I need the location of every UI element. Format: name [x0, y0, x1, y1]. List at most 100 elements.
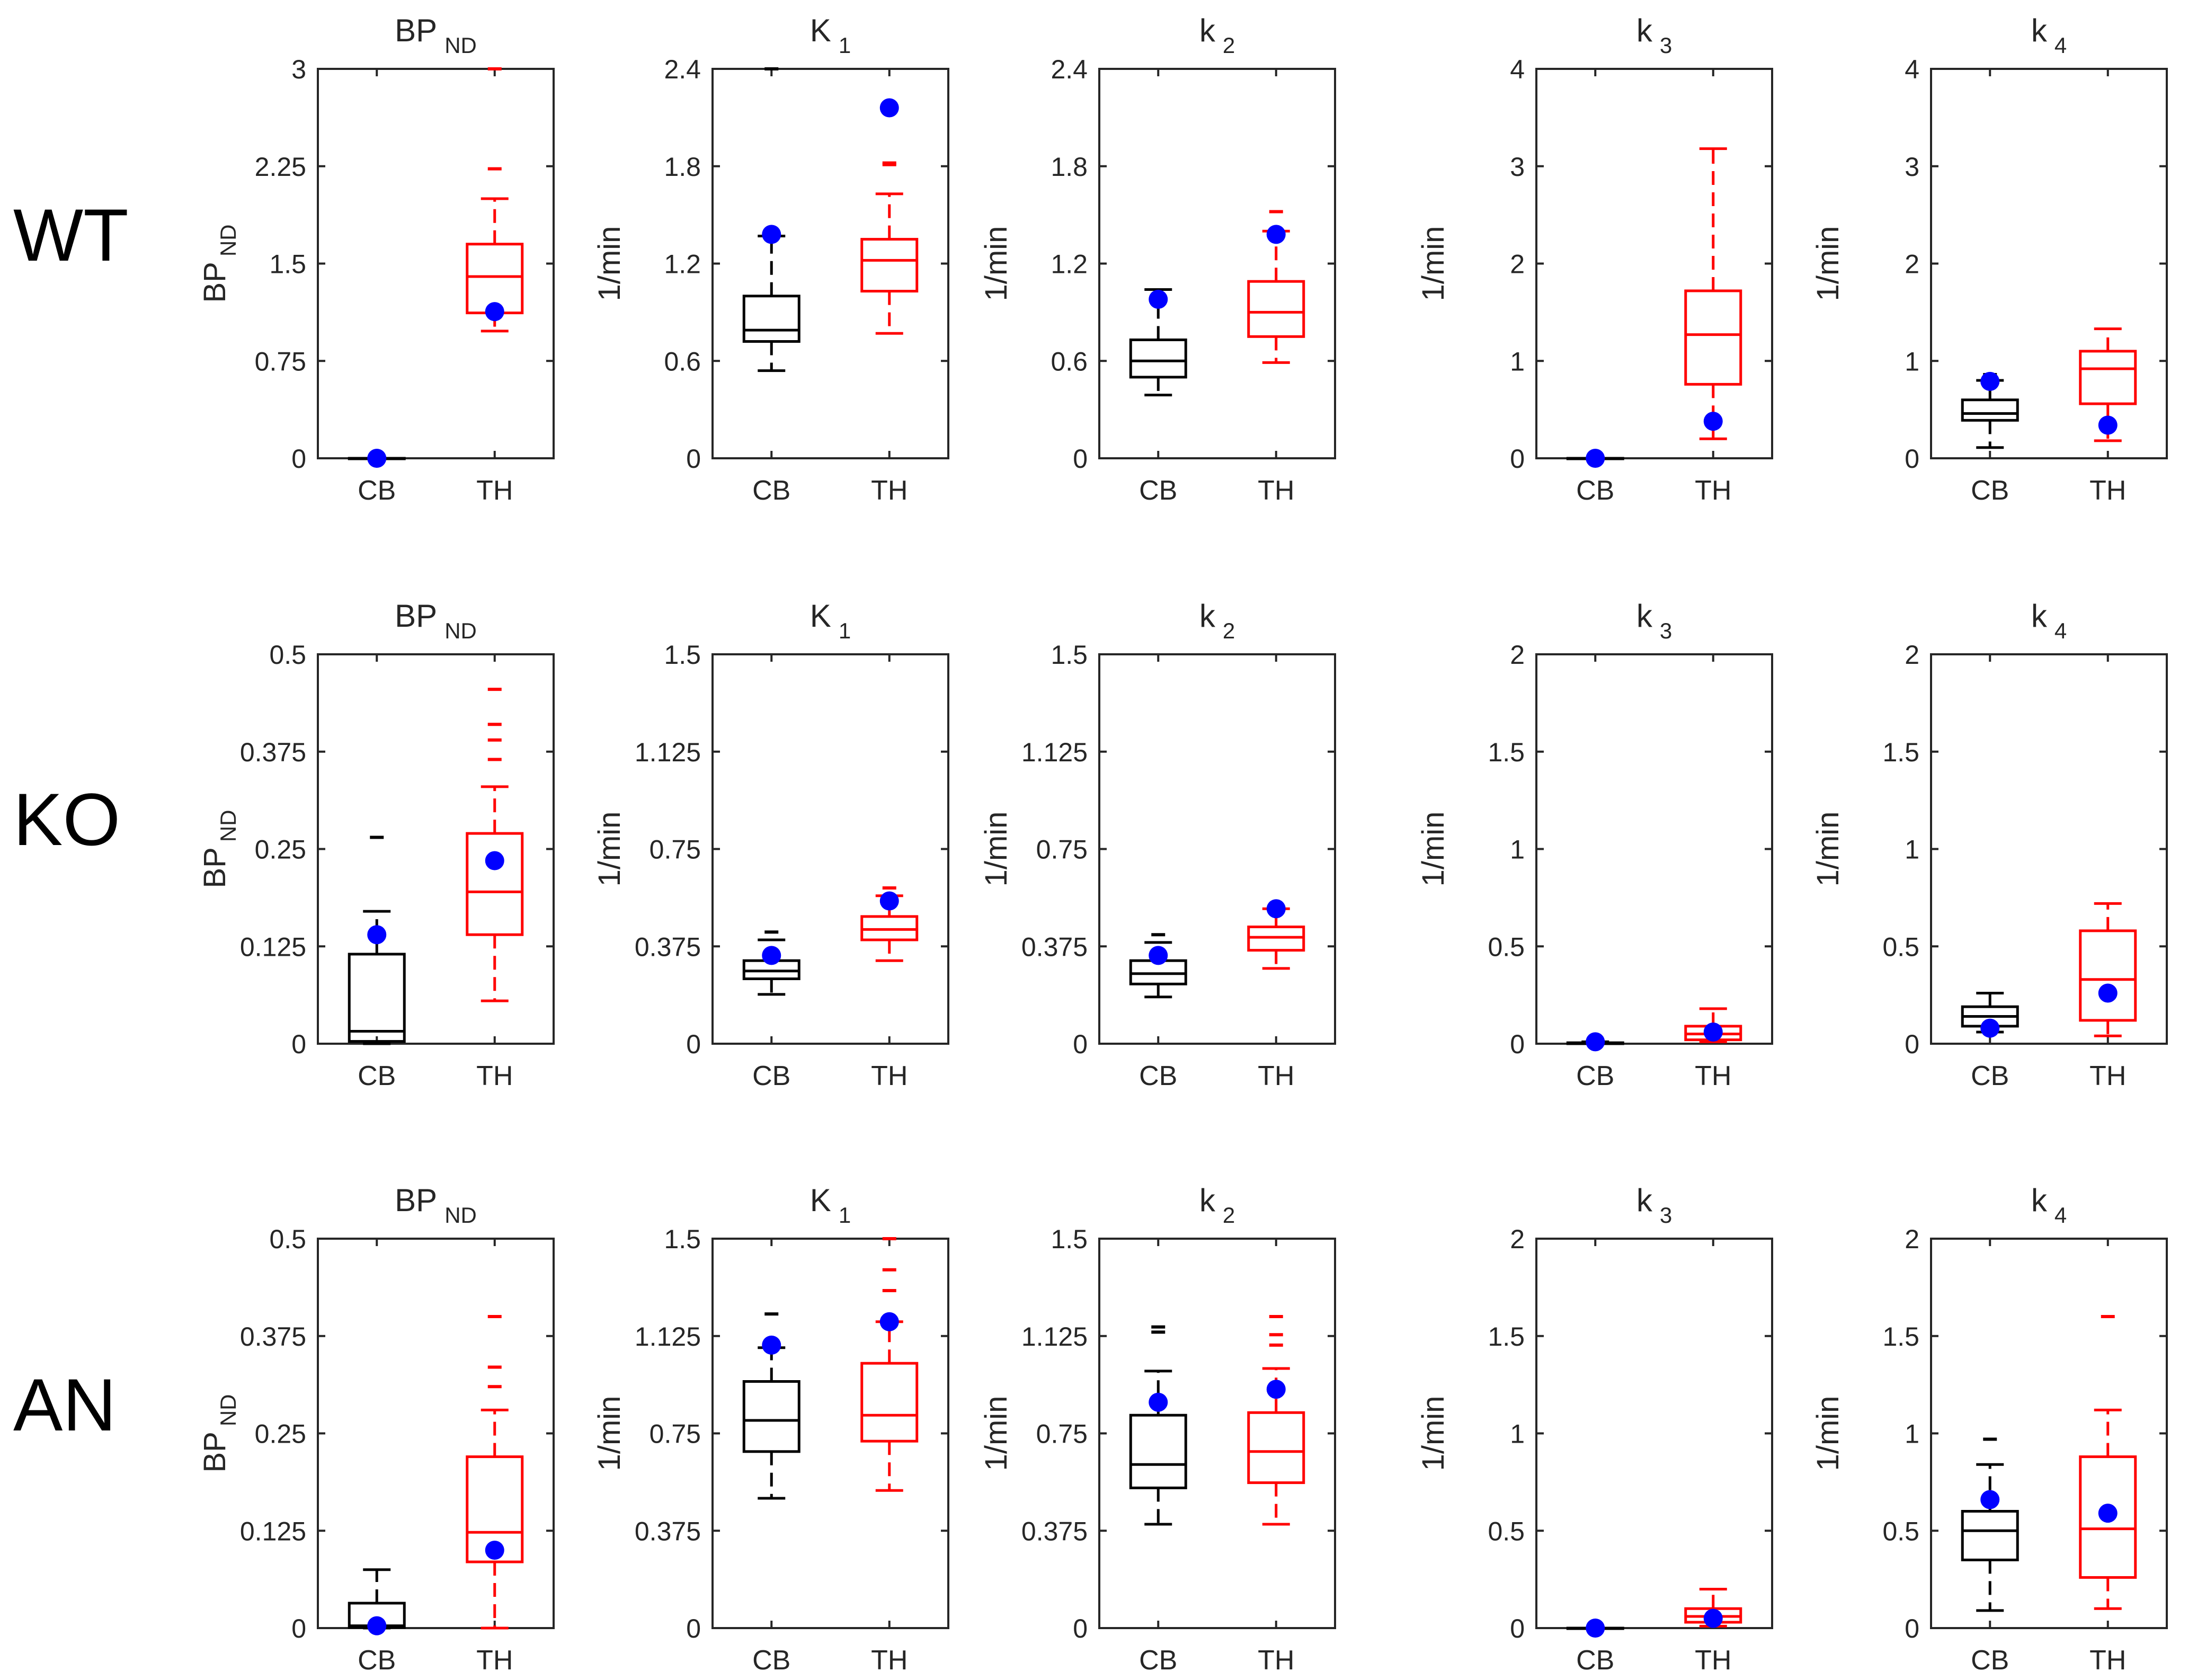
- box-th: [1247, 210, 1305, 364]
- data-point: [367, 1616, 387, 1635]
- y-tick-label: 1.8: [1051, 152, 1088, 182]
- y-tick-label: 0.75: [255, 346, 306, 376]
- box-iqr: [742, 295, 800, 343]
- x-tick-label-th: TH: [2089, 1645, 2126, 1676]
- x-tick-label-th: TH: [2089, 1061, 2126, 1091]
- axes-frame: [1535, 1238, 1773, 1629]
- data-point: [762, 1335, 781, 1355]
- y-tick-label: 1: [1510, 835, 1525, 865]
- y-tick-label: 1.5: [1051, 640, 1088, 670]
- y-tick-label: 0: [1905, 444, 1919, 474]
- y-tick-label: 1: [1510, 1419, 1525, 1449]
- y-axis-label: 1/min: [979, 226, 1013, 301]
- axes-frame: [1098, 68, 1336, 459]
- box-cb: [1129, 933, 1187, 999]
- box-iqr: [860, 1362, 919, 1443]
- x-tick-label-cb: CB: [1576, 475, 1614, 506]
- y-axis-label: BPND: [198, 1394, 241, 1472]
- x-tick-label-cb: CB: [1139, 475, 1177, 506]
- y-tick-label: 1: [1905, 1419, 1919, 1449]
- axes-frame: [711, 68, 949, 459]
- box-iqr: [466, 1455, 524, 1563]
- y-tick-label: 1.5: [664, 640, 701, 670]
- box-th: [860, 886, 919, 962]
- box-iqr: [1247, 280, 1305, 338]
- x-tick-label-th: TH: [476, 1645, 513, 1676]
- panel-ko-bpnd: 0 0.125 0.25 0.375 0.5 CB TH BP ND BPND: [198, 598, 555, 1091]
- box-iqr: [466, 832, 524, 936]
- y-tick-label: 0: [1905, 1614, 1919, 1643]
- y-axis-label: 1/min: [592, 812, 627, 887]
- x-tick-label-cb: CB: [1139, 1645, 1177, 1676]
- x-tick-label-th: TH: [1695, 1645, 1731, 1676]
- axes-frame: [1930, 653, 2168, 1045]
- y-tick-label: 0.5: [1882, 1516, 1919, 1546]
- x-tick-label-cb: CB: [1971, 1061, 2009, 1091]
- y-tick-label: 0: [291, 1029, 306, 1059]
- axes-frame: [711, 653, 949, 1045]
- y-axis-label: 1/min: [592, 226, 627, 301]
- data-point: [1266, 225, 1286, 244]
- y-tick-label: 0.25: [255, 1419, 306, 1449]
- y-tick-label: 1.5: [1882, 737, 1919, 767]
- box-th: [466, 67, 524, 333]
- axes-frame: [317, 68, 555, 459]
- x-tick-label-th: TH: [871, 1061, 908, 1091]
- y-axis-label: 1/min: [1811, 812, 1845, 887]
- x-tick-label-cb: CB: [752, 1645, 790, 1676]
- axes-frame: [1930, 1238, 2168, 1629]
- data-point: [762, 225, 781, 244]
- box-cb: [742, 67, 800, 372]
- y-tick-label: 3: [291, 55, 306, 84]
- box-iqr: [1961, 398, 2019, 422]
- panel-wt-k3: 0 1 2 3 4 CB TH k 3 1/min: [1416, 13, 1773, 506]
- y-tick-label: 3: [1510, 152, 1525, 182]
- data-point: [879, 1312, 899, 1331]
- axes-frame: [711, 1238, 949, 1629]
- box-cb: [742, 1312, 800, 1500]
- data-point: [367, 925, 387, 945]
- box-iqr: [860, 238, 919, 293]
- y-tick-label: 0.5: [1488, 932, 1525, 962]
- box-iqr: [2079, 1455, 2137, 1579]
- panel-wt-bpnd: 0 0.75 1.5 2.25 3 CB TH BP ND BPND: [198, 13, 555, 506]
- x-tick-label-cb: CB: [1576, 1061, 1614, 1091]
- x-tick-label-th: TH: [1695, 475, 1731, 506]
- y-tick-label: 0: [291, 444, 306, 474]
- y-tick-label: 0: [1510, 1029, 1525, 1059]
- panel-title: BP ND: [395, 1183, 477, 1228]
- panel-title: BP ND: [395, 13, 477, 58]
- y-tick-label: 4: [1905, 55, 1919, 84]
- box-iqr: [1247, 1411, 1305, 1485]
- panel-ko-k1: 0 0.375 0.75 1.125 1.5 CB TH K 1 1/min: [592, 598, 949, 1091]
- box-iqr: [1684, 289, 1742, 386]
- x-tick-label-cb: CB: [1576, 1645, 1614, 1676]
- box-th: [860, 1237, 919, 1492]
- x-tick-label-th: TH: [2089, 475, 2126, 506]
- box-cb: [1566, 1619, 1624, 1638]
- x-tick-label-cb: CB: [358, 1061, 396, 1091]
- axes-frame: [1535, 653, 1773, 1045]
- box-cb: [348, 835, 406, 1045]
- y-tick-label: 1.125: [635, 737, 701, 767]
- box-th: [2079, 1315, 2137, 1610]
- panel-ko-k4: 0 0.5 1 1.5 2 CB TH k 4 1/min: [1811, 598, 2168, 1091]
- box-cb: [348, 1568, 406, 1635]
- box-iqr: [742, 1380, 800, 1453]
- y-tick-label: 0.375: [1021, 932, 1088, 962]
- data-point: [1149, 1392, 1168, 1412]
- x-tick-label-cb: CB: [752, 475, 790, 506]
- data-point: [1149, 946, 1168, 965]
- y-tick-label: 0: [686, 1614, 701, 1643]
- panel-title: BP ND: [395, 598, 477, 643]
- x-tick-label-th: TH: [1258, 1645, 1294, 1676]
- panel-an-bpnd: 0 0.125 0.25 0.375 0.5 CB TH BP ND BPND: [198, 1183, 555, 1676]
- y-axis-label: 1/min: [592, 1396, 627, 1471]
- y-tick-label: 2: [1510, 1224, 1525, 1254]
- x-tick-label-th: TH: [476, 475, 513, 506]
- x-tick-label-th: TH: [871, 1645, 908, 1676]
